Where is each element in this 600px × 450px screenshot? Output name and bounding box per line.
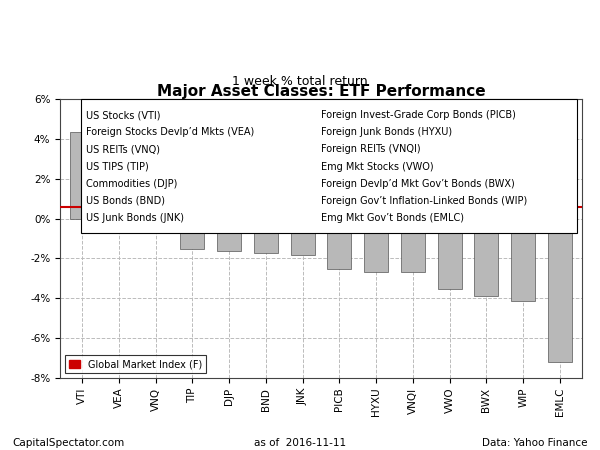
- Bar: [217, 219, 241, 252]
- Bar: [290, 219, 314, 256]
- Text: Foreign Invest-Grade Corp Bonds (PICB): Foreign Invest-Grade Corp Bonds (PICB): [321, 110, 516, 120]
- Text: Data: Yahoo Finance: Data: Yahoo Finance: [482, 438, 588, 448]
- Bar: [475, 219, 499, 296]
- Text: US Bonds (BND): US Bonds (BND): [86, 196, 165, 206]
- Text: CapitalSpectator.com: CapitalSpectator.com: [12, 438, 124, 448]
- Text: Foreign Junk Bonds (HYXU): Foreign Junk Bonds (HYXU): [321, 127, 452, 137]
- Text: US REITs (VNQ): US REITs (VNQ): [86, 144, 160, 154]
- Bar: [81, 99, 577, 233]
- Legend: Global Market Index (F): Global Market Index (F): [65, 356, 206, 373]
- Text: US Junk Bonds (JNK): US Junk Bonds (JNK): [86, 213, 184, 223]
- Bar: [181, 219, 204, 249]
- Bar: [511, 219, 535, 302]
- Text: Commodities (DJP): Commodities (DJP): [86, 179, 178, 189]
- Title: Major Asset Classes: ETF Performance: Major Asset Classes: ETF Performance: [157, 84, 485, 99]
- Bar: [254, 219, 278, 253]
- Text: Foreign REITs (VNQI): Foreign REITs (VNQI): [321, 144, 421, 154]
- Text: US Stocks (VTI): US Stocks (VTI): [86, 110, 161, 120]
- Text: Foreign Devlp’d Mkt Gov’t Bonds (BWX): Foreign Devlp’d Mkt Gov’t Bonds (BWX): [321, 179, 515, 189]
- Bar: [548, 219, 572, 362]
- Text: US TIPS (TIP): US TIPS (TIP): [86, 162, 149, 171]
- Bar: [401, 219, 425, 272]
- Bar: [70, 132, 94, 219]
- Text: Foreign Stocks Devlp’d Mkts (VEA): Foreign Stocks Devlp’d Mkts (VEA): [86, 127, 254, 137]
- Bar: [328, 219, 352, 270]
- Bar: [438, 219, 461, 289]
- Text: Foreign Gov’t Inflation-Linked Bonds (WIP): Foreign Gov’t Inflation-Linked Bonds (WI…: [321, 196, 527, 206]
- Bar: [107, 212, 131, 219]
- Bar: [143, 219, 167, 223]
- Text: as of  2016-11-11: as of 2016-11-11: [254, 438, 346, 448]
- Bar: [364, 219, 388, 272]
- Text: Emg Mkt Stocks (VWO): Emg Mkt Stocks (VWO): [321, 162, 434, 171]
- Text: 1 week % total return: 1 week % total return: [232, 75, 368, 88]
- Text: Emg Mkt Gov’t Bonds (EMLC): Emg Mkt Gov’t Bonds (EMLC): [321, 213, 464, 223]
